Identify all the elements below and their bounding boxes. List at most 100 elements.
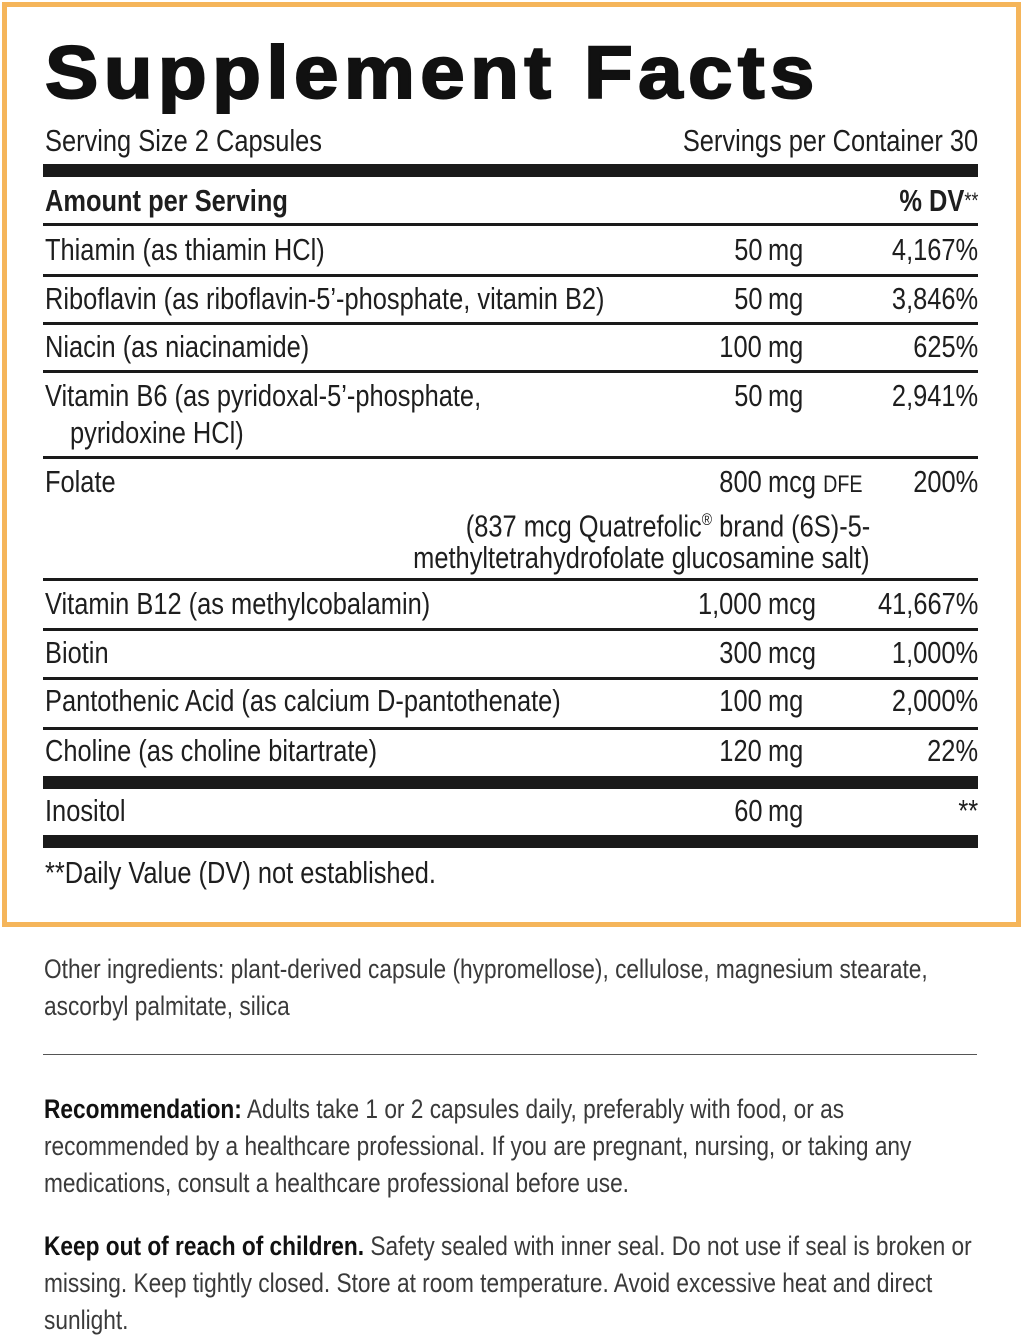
- dv-value: 41,667%: [877, 586, 978, 621]
- nutrient-amount: 300: [710, 635, 762, 671]
- nutrient-amount: 50: [728, 281, 762, 317]
- section-divider: [43, 1054, 977, 1055]
- servings-per-container: Servings per Container 30: [618, 123, 978, 159]
- serving-size-text: Serving Size 2 Capsules: [45, 123, 322, 158]
- nutrient-unit: mcg DFE: [768, 464, 883, 503]
- nutrient-name: Thiamin (as thiamin HCl): [45, 232, 386, 268]
- row-divider: [43, 322, 978, 325]
- row-divider: [43, 776, 978, 789]
- nutrient-unit: mg: [768, 329, 811, 365]
- nutrient-dv: 2,000%: [873, 683, 978, 719]
- dv-value: 200%: [912, 464, 978, 499]
- thick-divider: [43, 164, 978, 177]
- dv-value: 2,941%: [891, 378, 978, 413]
- unit-text: mg: [768, 733, 804, 768]
- dv-value: 1,000%: [891, 635, 978, 670]
- warning-text: Safety sealed with inner seal. Do not us…: [44, 1231, 972, 1335]
- row-divider: [43, 370, 978, 373]
- serving-size: Serving Size 2 Capsules: [45, 123, 383, 159]
- nutrient-unit: mg: [768, 232, 811, 268]
- nutrient-name-text: Vitamin B12 (as methylcobalamin): [45, 586, 431, 621]
- nutrient-amount: 800: [710, 464, 762, 500]
- row-divider: [43, 456, 978, 459]
- nutrient-dv: 1,000%: [873, 635, 978, 671]
- unit-text: mg: [768, 329, 804, 364]
- other-ingredients: Other ingredients: plant-derived capsule…: [44, 951, 979, 1025]
- row-divider: [43, 677, 978, 680]
- title-text: Supplement Facts: [44, 30, 820, 115]
- row-divider: [43, 578, 978, 581]
- other-ingredients-text: Other ingredients: plant-derived capsule…: [44, 954, 928, 1021]
- dv-value: **: [958, 793, 978, 828]
- servings-text: Servings per Container 30: [682, 123, 978, 158]
- nutrient-amount: 60: [728, 793, 762, 829]
- registered-mark: ®: [701, 510, 712, 529]
- nutrient-dv: 3,846%: [873, 281, 978, 317]
- nutrient-name-text: Riboflavin (as riboflavin-5’-phosphate, …: [45, 281, 605, 316]
- nutrient-name: Niacin (as niacinamide): [45, 329, 367, 365]
- dv-header-mark: **: [963, 188, 978, 213]
- nutrient-dv: 41,667%: [856, 586, 978, 622]
- dv-header: % DV**: [882, 183, 978, 219]
- nutrient-unit: mg: [768, 378, 811, 414]
- amount-value: 120: [719, 733, 762, 768]
- unit-text: mcg: [768, 586, 817, 621]
- nutrient-dv: **: [954, 793, 978, 829]
- row-divider: [43, 727, 978, 730]
- amount-header-text: Amount per Serving: [45, 183, 288, 218]
- nutrient-name-cont: pyridoxine HCl): [70, 415, 282, 451]
- nutrient-dv: 22%: [916, 733, 978, 769]
- nutrient-name-text: Inositol: [45, 793, 126, 828]
- unit-text: mg: [768, 683, 804, 718]
- amount-value: 300: [719, 635, 762, 670]
- supplement-facts-panel: [2, 2, 1021, 927]
- nutrient-name-text: Pantothenic Acid (as calcium D-pantothen…: [45, 683, 561, 718]
- dv-value: 22%: [927, 733, 978, 768]
- footnote: **Daily Value (DV) not established.: [45, 855, 522, 891]
- row-divider: [43, 628, 978, 631]
- unit-text: mg: [768, 232, 804, 267]
- nutrient-name: Biotin: [45, 635, 123, 671]
- recommendation-text: Adults take 1 or 2 capsules daily, prefe…: [44, 1094, 912, 1198]
- nutrient-unit: mg: [768, 733, 811, 769]
- amount-value: 50: [733, 281, 762, 316]
- unit-text: mcg: [768, 635, 817, 670]
- nutrient-name-text: Choline (as choline bitartrate): [45, 733, 378, 768]
- nutrient-dv: 2,941%: [873, 378, 978, 414]
- nutrient-name-text: Thiamin (as thiamin HCl): [45, 232, 325, 267]
- amount-value: 800: [719, 464, 762, 499]
- folate-note: (837 mcg Quatrefolic® brand (6S)-5-: [377, 502, 870, 544]
- warning-label: Keep out of reach of children.: [44, 1231, 365, 1261]
- nutrient-unit: mg: [768, 793, 811, 829]
- amount-value: 50: [733, 232, 762, 267]
- nutrient-name-text: Folate: [45, 464, 116, 499]
- nutrient-dv: 625%: [899, 329, 978, 365]
- nutrient-name: Vitamin B12 (as methylcobalamin): [45, 586, 515, 622]
- nutrient-amount: 50: [728, 232, 762, 268]
- nutrient-amount: 100: [710, 683, 762, 719]
- nutrient-name: Inositol: [45, 793, 143, 829]
- nutrient-name: Riboflavin (as riboflavin-5’-phosphate, …: [45, 281, 727, 317]
- unit-text: mg: [768, 793, 804, 828]
- nutrient-name: Folate: [45, 464, 131, 500]
- amount-value: 50: [733, 378, 762, 413]
- nutrient-unit: mg: [768, 281, 811, 317]
- amount-value: 60: [733, 793, 762, 828]
- nutrient-unit: mcg: [768, 586, 827, 622]
- nutrient-amount: 100: [710, 329, 762, 365]
- dv-value: 625%: [912, 329, 978, 364]
- nutrient-dv: 200%: [899, 464, 978, 500]
- nutrient-name-text: Niacin (as niacinamide): [45, 329, 310, 364]
- dv-value: 4,167%: [891, 232, 978, 267]
- unit-text: mg: [768, 378, 804, 413]
- amount-value: 100: [719, 683, 762, 718]
- dv-value: 2,000%: [891, 683, 978, 718]
- recommendation-label: Recommendation:: [44, 1094, 242, 1124]
- nutrient-unit: mcg: [768, 635, 827, 671]
- nutrient-name-text: Vitamin B6 (as pyridoxal-5’-phosphate,: [45, 378, 482, 413]
- note-text: methyltetrahydrofolate glucosamine salt): [413, 540, 870, 575]
- panel-title: Supplement Facts: [44, 30, 816, 115]
- nutrient-name: Vitamin B6 (as pyridoxal-5’-phosphate,: [45, 378, 577, 414]
- unit-text: mcg: [768, 464, 817, 499]
- nutrient-name-text: Biotin: [45, 635, 109, 670]
